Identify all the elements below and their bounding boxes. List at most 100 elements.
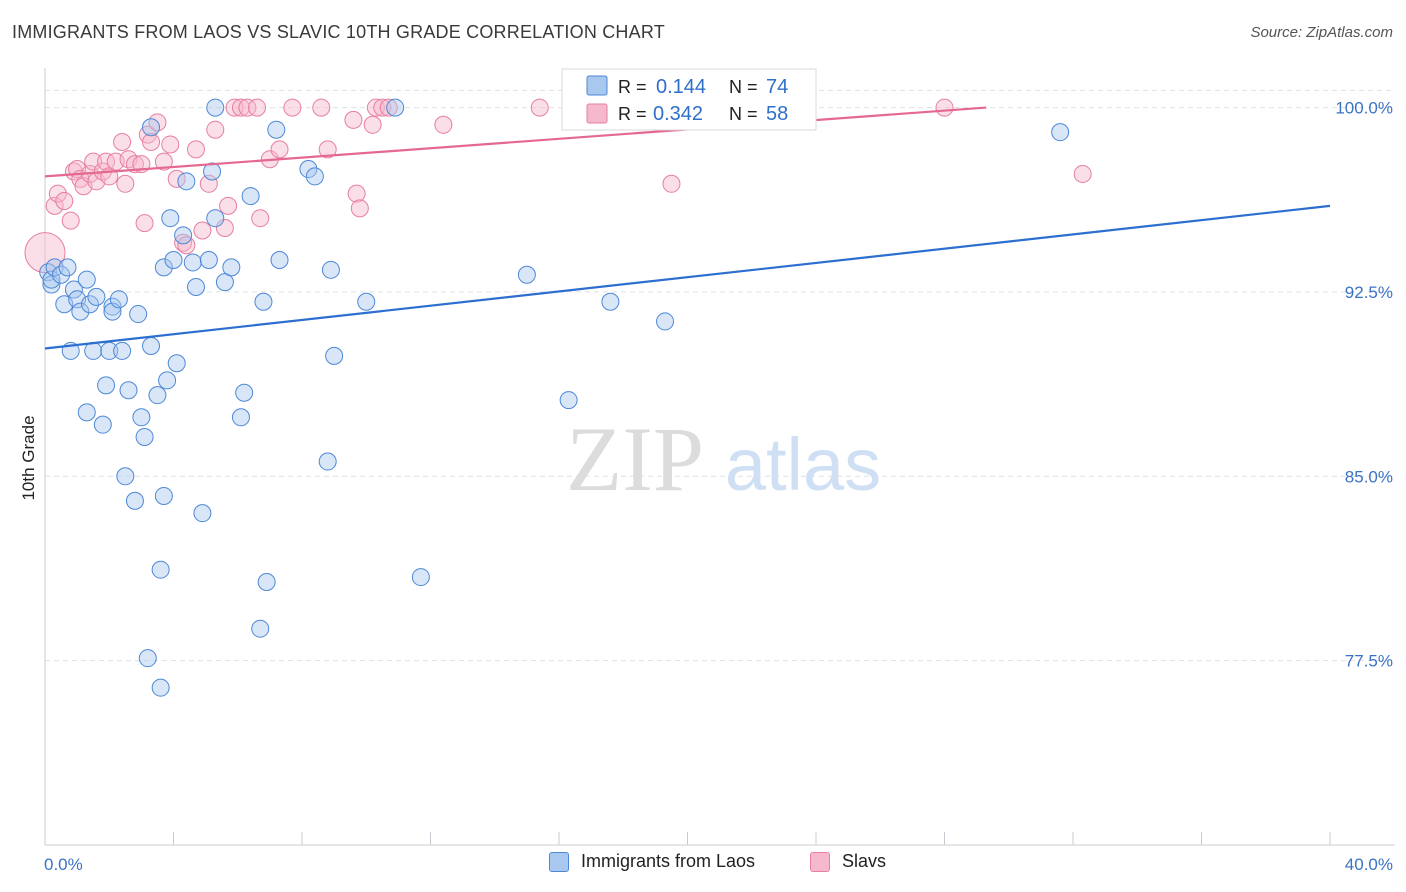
point-slavs <box>174 233 193 252</box>
bottom-legend-swatch-slavs <box>810 851 830 872</box>
point-laos <box>109 290 128 309</box>
watermark-atlas: atlas <box>725 423 881 506</box>
x-tick-label-max: 40.0% <box>1345 855 1393 874</box>
point-slavs <box>283 98 302 117</box>
point-laos <box>254 292 273 311</box>
point-laos <box>135 427 154 446</box>
point-laos <box>517 265 536 284</box>
point-slavs <box>177 236 196 255</box>
point-slavs <box>1073 164 1092 183</box>
point-slavs <box>215 219 234 238</box>
point-laos <box>42 275 61 294</box>
point-laos <box>235 383 254 402</box>
point-slavs <box>193 221 212 240</box>
point-slavs <box>344 110 363 129</box>
point-slavs <box>270 140 289 159</box>
point-laos <box>601 292 620 311</box>
point-laos <box>125 491 144 510</box>
grid-lines <box>45 89 1395 662</box>
series-slavs-points <box>24 98 1092 274</box>
point-laos <box>142 118 161 137</box>
point-slavs <box>347 184 366 203</box>
point-laos <box>132 408 151 427</box>
point-slavs <box>154 152 173 171</box>
point-laos <box>193 504 212 523</box>
point-slavs <box>251 209 270 228</box>
point-laos <box>97 376 116 395</box>
point-laos <box>321 260 340 279</box>
point-laos <box>386 98 405 117</box>
trend-lines <box>44 106 1331 350</box>
point-laos <box>45 258 64 277</box>
chart-title: IMMIGRANTS FROM LAOS VS SLAVIC 10TH GRAD… <box>12 22 665 42</box>
x-tick-label-min: 0.0% <box>44 855 83 874</box>
point-slavs <box>64 162 83 181</box>
point-slavs <box>161 135 180 154</box>
point-laos <box>138 649 157 668</box>
point-slavs <box>530 98 549 117</box>
point-slavs <box>84 152 103 171</box>
point-slavs <box>662 174 681 193</box>
bottom-legend-item-slavs: Slavs <box>810 851 886 872</box>
point-laos <box>154 486 173 505</box>
point-laos <box>52 265 71 284</box>
point-slavs <box>350 199 369 218</box>
point-laos <box>183 253 202 272</box>
point-slavs <box>55 191 74 210</box>
point-laos <box>270 250 289 269</box>
y-axis-title: 10th Grade <box>19 415 38 500</box>
point-laos <box>357 292 376 311</box>
legend-r-label-laos: R = <box>618 77 647 97</box>
watermark: ZIP atlas <box>566 408 881 510</box>
point-laos <box>58 258 77 277</box>
point-laos <box>1051 123 1070 142</box>
point-laos <box>113 341 132 360</box>
point-slavs <box>231 98 250 117</box>
bottom-legend: Immigrants from Laos Slavs <box>0 851 1406 879</box>
point-laos <box>251 619 270 638</box>
point-laos <box>93 415 112 434</box>
point-slavs <box>48 184 67 203</box>
point-laos <box>241 187 260 206</box>
point-laos <box>154 258 173 277</box>
point-laos <box>77 270 96 289</box>
point-slavs <box>61 211 80 230</box>
point-laos <box>87 287 106 306</box>
point-slavs <box>24 232 66 274</box>
bottom-legend-label-slavs: Slavs <box>842 851 887 871</box>
x-tick-labels: 0.0% 40.0% <box>44 855 1393 874</box>
legend-n-value-slavs: 58 <box>766 103 788 125</box>
point-laos <box>305 167 324 186</box>
point-laos <box>299 160 318 179</box>
point-laos <box>203 162 222 181</box>
legend-n-value-laos: 74 <box>766 76 788 98</box>
y-tick-labels: 77.5% 85.0% 92.5% 100.0% <box>1335 99 1393 671</box>
point-laos <box>116 467 135 486</box>
legend-swatch-laos <box>586 75 608 96</box>
point-laos <box>167 354 186 373</box>
watermark-zip: ZIP <box>566 408 704 510</box>
point-slavs <box>312 98 331 117</box>
legend-swatch-slavs <box>586 103 608 124</box>
bottom-legend-swatch-laos <box>549 851 569 872</box>
point-slavs <box>206 120 225 139</box>
point-slavs <box>225 98 244 117</box>
point-laos <box>148 386 167 405</box>
point-laos <box>199 250 218 269</box>
point-laos <box>318 452 337 471</box>
legend-r-value-slavs: 0.342 <box>653 103 703 125</box>
point-laos <box>411 568 430 587</box>
bottom-legend-item-laos: Immigrants from Laos <box>549 851 755 872</box>
point-slavs <box>434 115 453 134</box>
point-laos <box>161 209 180 228</box>
point-laos <box>158 371 177 390</box>
y-tick-label: 77.5% <box>1345 652 1393 671</box>
trend-line-slavs <box>44 106 987 178</box>
point-laos <box>559 391 578 410</box>
point-laos <box>71 302 90 321</box>
point-laos <box>164 250 183 269</box>
point-laos <box>64 280 83 299</box>
y-tick-label: 100.0% <box>1335 99 1393 118</box>
legend-r-value-laos: 0.144 <box>656 76 706 98</box>
